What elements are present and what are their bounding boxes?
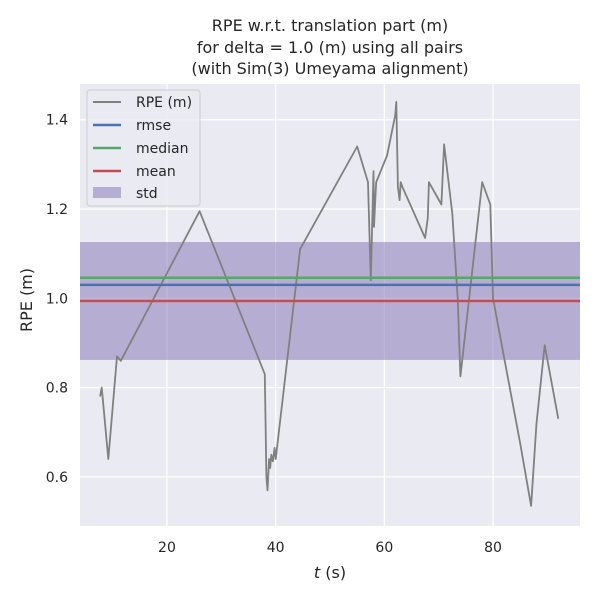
x-tick-label: 20 bbox=[158, 540, 176, 556]
y-tick-label: 0.6 bbox=[46, 470, 68, 486]
y-axis-label: RPE (m) bbox=[17, 268, 36, 332]
x-tick-label: 80 bbox=[484, 540, 502, 556]
x-tick-label: 40 bbox=[267, 540, 285, 556]
rpe-series-line bbox=[99, 101, 560, 507]
legend-label-rmse: rmse bbox=[136, 118, 171, 134]
chart-title-line-3: (with Sim(3) Umeyama alignment) bbox=[191, 59, 468, 78]
legend: RPE (m) rmse median mean std bbox=[86, 89, 201, 207]
chart-title-line-1: RPE w.r.t. translation part (m) bbox=[212, 16, 448, 35]
legend-frame bbox=[86, 89, 201, 207]
x-axis-label-unit: (s) bbox=[320, 563, 346, 582]
x-axis-label: t (s) bbox=[314, 563, 346, 582]
tick-labels: 20 40 60 80 0.6 0.8 1.0 1.2 1.4 bbox=[46, 113, 502, 556]
y-tick-label: 1.2 bbox=[46, 202, 68, 218]
legend-swatch-std bbox=[93, 187, 121, 198]
y-tick-label: 0.8 bbox=[46, 381, 68, 397]
y-tick-label: 1.4 bbox=[46, 113, 68, 129]
legend-label-mean: mean bbox=[136, 164, 176, 180]
legend-label-std: std bbox=[136, 186, 158, 202]
y-tick-label: 1.0 bbox=[46, 291, 68, 307]
x-tick-label: 60 bbox=[375, 540, 393, 556]
series-layer bbox=[80, 101, 580, 507]
chart-title-line-2: for delta = 1.0 (m) using all pairs bbox=[197, 38, 463, 57]
legend-label-median: median bbox=[136, 141, 188, 157]
legend-label-rpe: RPE (m) bbox=[136, 95, 192, 111]
x-axis-label-variable: t bbox=[314, 563, 321, 582]
